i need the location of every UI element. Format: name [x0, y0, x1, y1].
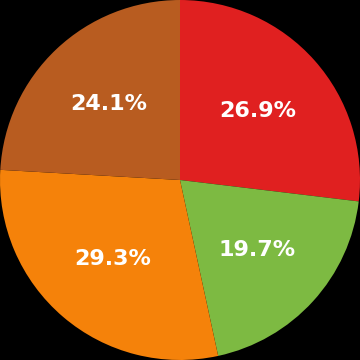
- Text: 19.7%: 19.7%: [219, 240, 296, 260]
- Text: 24.1%: 24.1%: [70, 94, 147, 114]
- Wedge shape: [0, 0, 180, 180]
- Text: 26.9%: 26.9%: [220, 101, 297, 121]
- Wedge shape: [0, 170, 218, 360]
- Text: 29.3%: 29.3%: [74, 249, 150, 269]
- Wedge shape: [180, 180, 359, 356]
- Wedge shape: [180, 0, 360, 202]
